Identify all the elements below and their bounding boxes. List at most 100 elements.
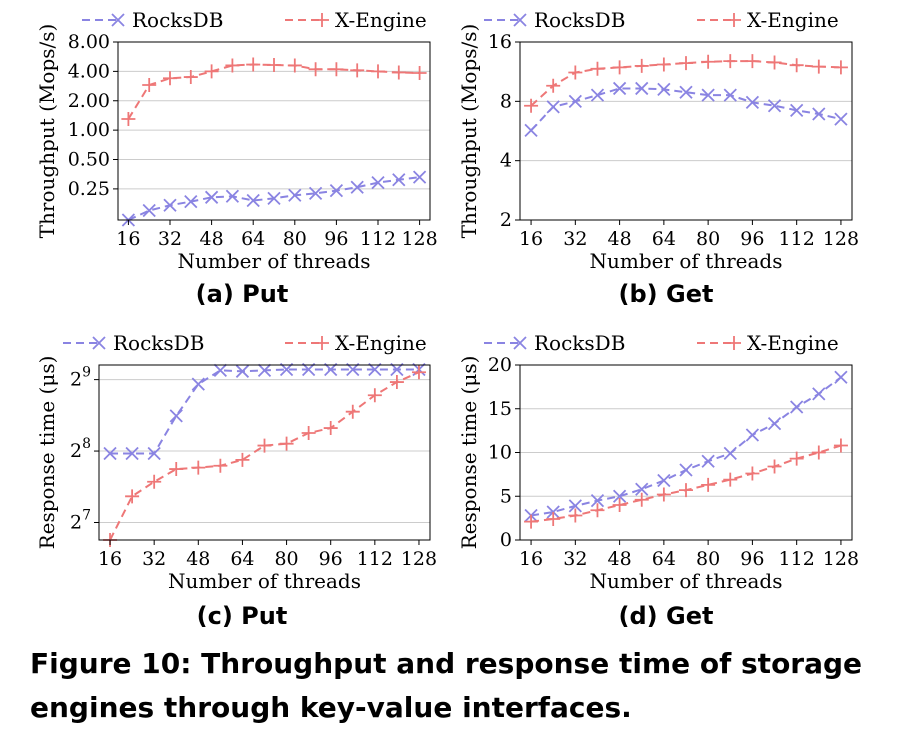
y-tick-label: 10 xyxy=(488,442,512,464)
plot-frame xyxy=(98,364,431,541)
x-tick-label: 128 xyxy=(401,548,437,570)
data-point xyxy=(723,446,737,461)
series-line xyxy=(109,371,420,541)
x-tick-label: 32 xyxy=(158,228,182,250)
data-point xyxy=(789,58,804,73)
data-point xyxy=(213,363,228,378)
y-tick-label: 29 xyxy=(70,365,91,391)
y-axis-label: Throughput (Mops/s) xyxy=(35,24,59,239)
data-point xyxy=(612,498,627,512)
y-tick-label: 28 xyxy=(70,436,91,462)
data-point xyxy=(701,454,715,468)
data-point xyxy=(257,363,272,378)
x-tick-label: 128 xyxy=(823,228,859,250)
y-tick-label: 4.00 xyxy=(68,60,110,82)
data-point xyxy=(679,483,693,498)
data-point xyxy=(656,487,671,502)
data-point xyxy=(590,88,605,102)
data-point xyxy=(163,71,177,86)
panel-a-put-throughput: 16 32 48 64 80 96 112 128 0.25 0.50 1.00 2.00 4.00 8.… xyxy=(35,8,438,308)
data-point xyxy=(657,82,671,97)
series-line xyxy=(530,87,842,132)
data-point xyxy=(371,175,385,190)
y-tick-label: 27 xyxy=(70,507,91,533)
legend-label: X-Engine xyxy=(335,8,427,32)
subfigure-label: (a) Put xyxy=(196,280,289,308)
series-rocksdb xyxy=(121,170,427,227)
x-tick-label: 80 xyxy=(696,548,720,570)
data-point xyxy=(723,472,738,487)
data-point xyxy=(590,503,605,518)
data-point xyxy=(257,438,272,453)
plot-frame xyxy=(117,41,431,221)
data-point xyxy=(411,365,426,380)
legend-entry: RocksDB xyxy=(484,331,625,355)
series-line xyxy=(127,63,420,120)
data-point xyxy=(834,370,848,384)
data-point xyxy=(204,64,219,79)
x-tick-label: 16 xyxy=(519,548,543,570)
data-point xyxy=(191,377,205,391)
data-point xyxy=(833,438,848,453)
data-point xyxy=(389,375,404,390)
data-point xyxy=(147,446,161,461)
legend-marker xyxy=(315,13,329,27)
x-tick-label: 80 xyxy=(274,548,298,570)
subfigure-label: (c) Put xyxy=(197,602,288,630)
data-point xyxy=(612,81,627,96)
y-axis-label: Response time (μs) xyxy=(35,356,59,550)
data-point xyxy=(524,123,538,137)
panel-d-get-response-time: 16 32 48 64 80 96 112 128 0 5 10 15 20 Number of thre… xyxy=(457,331,859,630)
y-tick-base: 2 xyxy=(70,511,82,533)
y-tick-label: 8 xyxy=(500,90,512,112)
legend-entry: X-Engine xyxy=(285,8,427,32)
data-point xyxy=(590,493,605,508)
data-point xyxy=(329,183,344,198)
legend-label: RocksDB xyxy=(534,8,625,32)
y-tick-exponent: 8 xyxy=(82,436,91,452)
legend-label: X-Engine xyxy=(335,331,427,355)
data-point xyxy=(767,459,782,474)
data-point xyxy=(634,58,649,73)
data-point xyxy=(345,404,360,419)
data-point xyxy=(701,477,716,492)
data-point xyxy=(246,193,260,208)
legend-marker xyxy=(513,13,527,27)
x-tick-label: 112 xyxy=(360,228,396,250)
y-tick-label: 0.50 xyxy=(68,149,110,171)
data-point xyxy=(350,180,364,194)
data-point xyxy=(235,452,250,467)
y-tick-base: 2 xyxy=(70,440,82,462)
data-point xyxy=(204,190,219,204)
legend-entry: X-Engine xyxy=(697,8,839,32)
data-point xyxy=(833,60,848,75)
x-tick-label: 128 xyxy=(823,548,859,570)
data-point xyxy=(811,445,826,460)
data-point xyxy=(745,428,760,442)
y-tick-label: 1.00 xyxy=(68,119,110,141)
data-point xyxy=(568,508,583,523)
y-tick-label: 8.00 xyxy=(68,31,110,53)
legend-marker xyxy=(513,336,527,350)
data-point xyxy=(811,59,826,74)
data-point xyxy=(225,189,240,203)
y-axis-label: Throughput (Mops/s) xyxy=(457,24,481,239)
y-tick-label: 20 xyxy=(488,354,512,376)
y-tick-label: 15 xyxy=(488,398,512,420)
x-tick-label: 32 xyxy=(142,548,166,570)
y-tick-base: 2 xyxy=(70,369,82,391)
legend-label: X-Engine xyxy=(747,8,839,32)
series-rocksdb xyxy=(524,81,848,137)
data-point xyxy=(679,56,693,71)
x-tick-label: 48 xyxy=(186,548,210,570)
y-tick-label: 5 xyxy=(500,485,512,507)
data-point xyxy=(767,99,782,113)
data-point xyxy=(656,57,671,72)
series-rocksdb xyxy=(524,370,848,523)
data-point xyxy=(103,446,117,461)
y-tick-label: 0 xyxy=(500,529,512,551)
data-point xyxy=(169,409,183,423)
